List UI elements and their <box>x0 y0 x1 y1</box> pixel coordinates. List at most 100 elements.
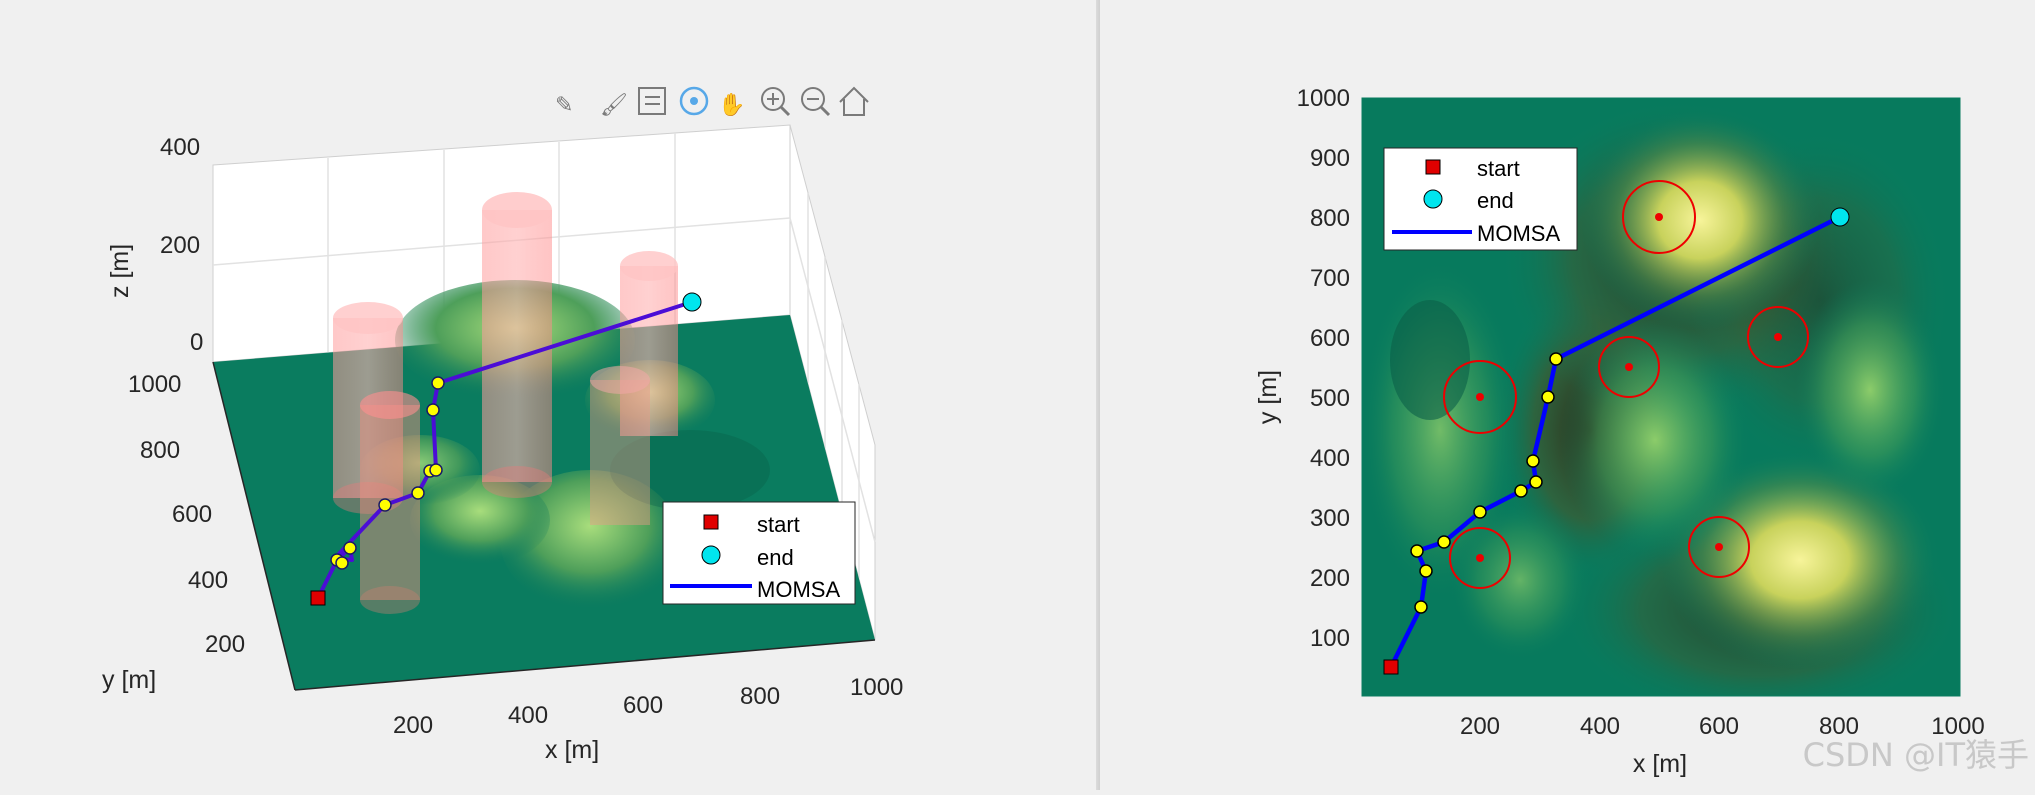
z-tick-label: 0 <box>190 329 203 356</box>
path-node <box>343 541 357 555</box>
y-tick-label: 200 <box>205 631 245 658</box>
path-node <box>1529 475 1543 489</box>
z-tick-label: 200 <box>160 232 200 259</box>
x-tick-label: 800 <box>1819 713 1859 740</box>
y-tick-label: 1000 <box>128 371 181 398</box>
rotate-3d-icon[interactable] <box>679 86 709 116</box>
path-node <box>1473 505 1487 519</box>
y-tick-label: 400 <box>1310 445 1350 472</box>
path-node <box>1514 484 1528 498</box>
obstacle-circle <box>1622 180 1696 254</box>
home-icon[interactable] <box>839 86 869 116</box>
path-2d <box>1383 207 1850 675</box>
legend-2d: start end MOMSA <box>1383 147 1578 251</box>
end-marker <box>682 292 702 312</box>
obstacle-center <box>1715 543 1723 551</box>
y-axis-line <box>212 361 296 691</box>
x-axis-line <box>294 639 876 691</box>
obstacle-circles <box>1443 180 1809 589</box>
legend-start-label: start <box>1477 156 1520 181</box>
y-tick-label: 500 <box>1310 385 1350 412</box>
obstacle-center <box>1774 333 1782 341</box>
path-node <box>1419 564 1433 578</box>
legend-3d: start end MOMSA <box>662 501 856 605</box>
x-tick-label: 1000 <box>850 674 903 701</box>
path-node <box>411 486 425 500</box>
left-figure-panel: ✎ 🖌 ✋ <box>0 0 1100 790</box>
y-tick-label: 600 <box>172 501 212 528</box>
x-tick-label: 400 <box>508 702 548 729</box>
path-node <box>1549 352 1563 366</box>
legend-path-label: MOMSA <box>757 577 840 602</box>
obstacle-center <box>1655 213 1663 221</box>
axes-toolbar: ✎ 🖌 ✋ <box>555 86 869 117</box>
axes-3d[interactable]: ✎ 🖌 ✋ <box>0 0 1100 790</box>
obstacle-circle <box>1598 336 1660 398</box>
path-node <box>429 463 443 477</box>
brush-icon[interactable]: 🖌 <box>600 92 628 117</box>
x-tick-label: 200 <box>393 712 433 739</box>
path-nodes <box>1410 352 1563 614</box>
y-axis-label: y [m] <box>1254 370 1282 424</box>
path-node <box>431 376 445 390</box>
export-icon[interactable]: ✎ <box>555 92 573 117</box>
terrain-heatmap <box>1362 98 1960 696</box>
obstacle-cylinder <box>482 192 552 498</box>
y-tick-label: 400 <box>188 567 228 594</box>
legend-start-marker <box>703 514 719 530</box>
legend-start-label: start <box>757 512 800 537</box>
legend-end-marker <box>1423 189 1443 209</box>
y-tick-label: 1000 <box>1297 85 1350 112</box>
obstacle-cylinders <box>333 192 678 614</box>
z-axis-ticks: 400 200 0 <box>160 134 203 356</box>
y-tick-label: 900 <box>1310 145 1350 172</box>
start-marker <box>1383 659 1399 675</box>
y-axis-ticks: 1000 800 600 400 200 <box>128 371 245 658</box>
x-tick-label: 600 <box>1699 713 1739 740</box>
pan-icon[interactable]: ✋ <box>718 92 745 117</box>
x-axis-label: x [m] <box>545 736 599 764</box>
legend-end-label: end <box>1477 188 1514 213</box>
path-node <box>378 498 392 512</box>
y-tick-label: 800 <box>140 437 180 464</box>
path-node <box>1410 544 1424 558</box>
x-axis-ticks: 200 400 600 800 1000 <box>393 674 903 739</box>
zoom-in-icon[interactable] <box>761 87 791 117</box>
obstacle-circle <box>1449 527 1511 589</box>
y-axis-label: y [m] <box>102 666 156 694</box>
x-tick-label: 200 <box>1460 713 1500 740</box>
obstacle-circle <box>1688 516 1750 578</box>
axes-2d[interactable]: 1000 900 800 700 600 500 400 300 200 100… <box>1100 0 2035 790</box>
obstacle-cylinder <box>590 366 650 525</box>
path-node <box>1414 600 1428 614</box>
path-node <box>335 556 349 570</box>
obstacle-center <box>1476 554 1484 562</box>
y-axis-ticks: 1000 900 800 700 600 500 400 300 200 100 <box>1297 85 1350 652</box>
path-node <box>1541 390 1555 404</box>
right-figure-panel: 1000 900 800 700 600 500 400 300 200 100… <box>1100 0 2035 790</box>
x-axis-ticks: 200 400 600 800 1000 <box>1460 713 1985 740</box>
path-nodes <box>330 376 445 570</box>
end-marker <box>1830 207 1850 227</box>
path-node <box>1526 454 1540 468</box>
legend-path-label: MOMSA <box>1477 221 1560 246</box>
data-tips-icon[interactable] <box>638 87 666 115</box>
start-marker <box>310 590 326 606</box>
y-tick-label: 700 <box>1310 265 1350 292</box>
obstacle-centers <box>1476 213 1782 562</box>
x-tick-label: 800 <box>740 683 780 710</box>
legend-start-marker <box>1425 159 1441 175</box>
x-axis-label: x [m] <box>1633 750 1687 778</box>
y-tick-label: 800 <box>1310 205 1350 232</box>
watermark: CSDN @IT猿手 <box>1802 736 2029 774</box>
y-tick-label: 200 <box>1310 565 1350 592</box>
obstacle-circle <box>1443 360 1517 434</box>
zoom-out-icon[interactable] <box>801 87 831 117</box>
obstacle-cylinder <box>620 251 678 436</box>
x-tick-label: 1000 <box>1931 713 1984 740</box>
obstacle-center <box>1625 363 1633 371</box>
legend-end-marker <box>701 545 721 565</box>
y-tick-label: 100 <box>1310 625 1350 652</box>
y-tick-label: 600 <box>1310 325 1350 352</box>
legend-end-label: end <box>757 545 794 570</box>
